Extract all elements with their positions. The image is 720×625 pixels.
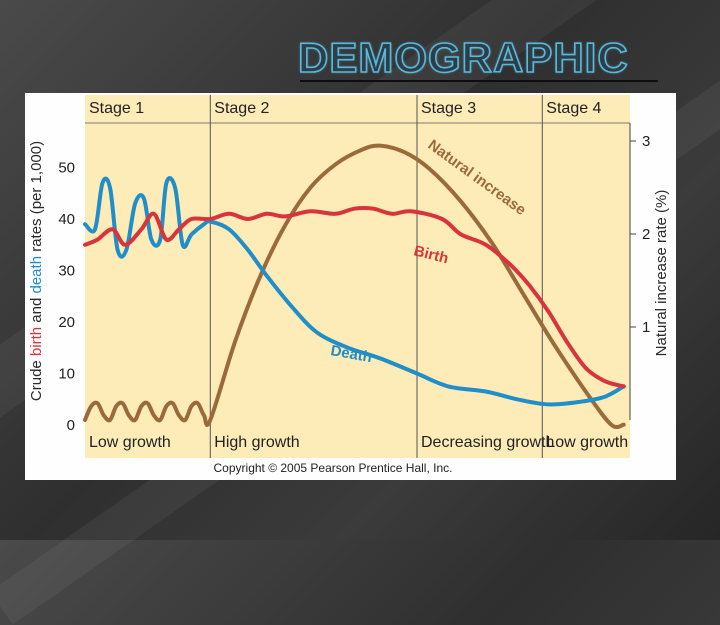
stage-boundaries — [85, 95, 630, 458]
stage-label: Stage 2 — [214, 100, 269, 117]
copyright-text: Copyright © 2005 Pearson Prentice Hall, … — [214, 461, 453, 475]
series-lines — [83, 143, 626, 430]
stage-label: Stage 1 — [89, 100, 144, 117]
death-rate-line — [83, 176, 626, 407]
right-axis-ticks: 1 2 3 — [630, 133, 650, 336]
chart-figure: Crude birth and death rates (per 1,000) … — [25, 93, 676, 480]
natural-increase-line — [83, 143, 626, 430]
left-tick-label: 10 — [58, 366, 75, 383]
plot-background — [85, 123, 630, 420]
right-tick-label: 3 — [642, 133, 650, 150]
right-tick-label: 1 — [642, 319, 650, 336]
title-underline — [300, 80, 658, 82]
stage-header-band — [85, 95, 630, 123]
death-series-label: Death — [329, 342, 373, 366]
growth-label: Decreasing growth — [421, 434, 554, 451]
left-tick-label: 0 — [67, 417, 75, 434]
growth-label: Low growth — [546, 434, 628, 451]
demographic-transition-chart: Crude birth and death rates (per 1,000) … — [28, 95, 670, 475]
left-tick-label: 30 — [58, 263, 75, 280]
left-tick-label: 40 — [58, 211, 75, 228]
right-tick-label: 2 — [642, 226, 650, 243]
growth-label: Low growth — [89, 434, 171, 451]
growth-label-band — [85, 420, 630, 458]
slide-title: DEMOGRAPHIC — [297, 33, 629, 82]
left-axis-label: Crude birth and death rates (per 1,000) — [28, 141, 45, 401]
right-axis-label: Natural increase rate (%) — [653, 190, 670, 357]
stage-label: Stage 4 — [546, 100, 601, 117]
growth-labels: Low growth High growth Decreasing growthLo… — [89, 434, 628, 451]
growth-label: High growth — [214, 434, 299, 451]
birth-rate-line — [83, 206, 626, 389]
stage-labels: Stage 1 Stage 2 Stage 3 Stage 4 — [89, 100, 602, 117]
left-axis-ticks: 0 10 20 30 40 50 — [58, 160, 75, 435]
left-tick-label: 50 — [58, 160, 75, 177]
left-tick-label: 20 — [58, 314, 75, 331]
stage-label: Stage 3 — [421, 100, 476, 117]
